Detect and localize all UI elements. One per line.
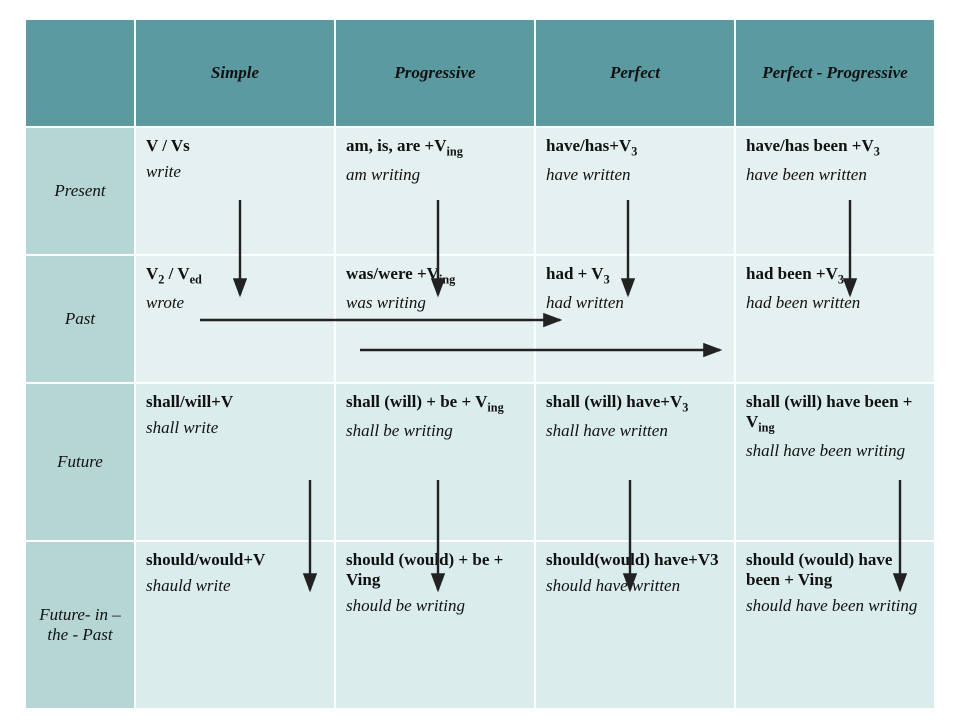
cell-present-simple: V / Vs write xyxy=(135,127,335,255)
cell-past-perfect: had + V3 had written xyxy=(535,255,735,383)
col-perfect-progressive: Perfect - Progressive xyxy=(735,19,935,127)
formula: have/has been +V3 xyxy=(746,136,924,159)
row-future: Future shall/will+V shall write shall (w… xyxy=(25,383,935,541)
cell-present-perfprog: have/has been +V3 have been written xyxy=(735,127,935,255)
example: have written xyxy=(546,165,724,185)
formula: V / Vs xyxy=(146,136,324,156)
rowlabel-fip: Future- in – the - Past xyxy=(25,541,135,709)
col-perfect: Perfect xyxy=(535,19,735,127)
formula: have/has+V3 xyxy=(546,136,724,159)
example: have been written xyxy=(746,165,924,185)
cell-future-simple: shall/will+V shall write xyxy=(135,383,335,541)
formula: was/were +Ving xyxy=(346,264,524,287)
row-present: Present V / Vs write am, is, are +Ving a… xyxy=(25,127,935,255)
example: had written xyxy=(546,293,724,313)
example: should have been writing xyxy=(746,596,924,616)
row-past: Past V2 / Ved wrote was/were +Ving was w… xyxy=(25,255,935,383)
corner-cell xyxy=(25,19,135,127)
example: had been written xyxy=(746,293,924,313)
formula: shall (will) have+V3 xyxy=(546,392,724,415)
cell-fip-perfprog: should (would) have been + Ving should h… xyxy=(735,541,935,709)
cell-past-progressive: was/were +Ving was writing xyxy=(335,255,535,383)
example: wrote xyxy=(146,293,324,313)
formula: shall (will) + be + Ving xyxy=(346,392,524,415)
example: shall write xyxy=(146,418,324,438)
cell-future-perfect: shall (will) have+V3 shall have written xyxy=(535,383,735,541)
header-row: Simple Progressive Perfect Perfect - Pro… xyxy=(25,19,935,127)
formula: had been +V3 xyxy=(746,264,924,287)
formula: V2 / Ved xyxy=(146,264,324,287)
formula: am, is, are +Ving xyxy=(346,136,524,159)
formula: should (would) have been + Ving xyxy=(746,550,924,590)
col-progressive: Progressive xyxy=(335,19,535,127)
tense-table: Simple Progressive Perfect Perfect - Pro… xyxy=(24,18,936,710)
cell-past-simple: V2 / Ved wrote xyxy=(135,255,335,383)
example: shauld write xyxy=(146,576,324,596)
rowlabel-past: Past xyxy=(25,255,135,383)
formula: should/would+V xyxy=(146,550,324,570)
example: should be writing xyxy=(346,596,524,616)
col-simple: Simple xyxy=(135,19,335,127)
rowlabel-present: Present xyxy=(25,127,135,255)
formula: should (would) + be + Ving xyxy=(346,550,524,590)
cell-fip-perfect: should(would) have+V3 should have writte… xyxy=(535,541,735,709)
example: am writing xyxy=(346,165,524,185)
cell-future-perfprog: shall (will) have been + Ving shall have… xyxy=(735,383,935,541)
example: shall have written xyxy=(546,421,724,441)
cell-present-perfect: have/has+V3 have written xyxy=(535,127,735,255)
row-future-in-the-past: Future- in – the - Past should/would+V s… xyxy=(25,541,935,709)
cell-past-perfprog: had been +V3 had been written xyxy=(735,255,935,383)
cell-fip-progressive: should (would) + be + Ving should be wri… xyxy=(335,541,535,709)
rowlabel-future: Future xyxy=(25,383,135,541)
formula: shall/will+V xyxy=(146,392,324,412)
example: should have written xyxy=(546,576,724,596)
example: shall be writing xyxy=(346,421,524,441)
formula: should(would) have+V3 xyxy=(546,550,724,570)
cell-fip-simple: should/would+V shauld write xyxy=(135,541,335,709)
example: was writing xyxy=(346,293,524,313)
cell-future-progressive: shall (will) + be + Ving shall be writin… xyxy=(335,383,535,541)
cell-present-progressive: am, is, are +Ving am writing xyxy=(335,127,535,255)
example: write xyxy=(146,162,324,182)
formula: shall (will) have been + Ving xyxy=(746,392,924,435)
formula: had + V3 xyxy=(546,264,724,287)
example: shall have been writing xyxy=(746,441,924,461)
